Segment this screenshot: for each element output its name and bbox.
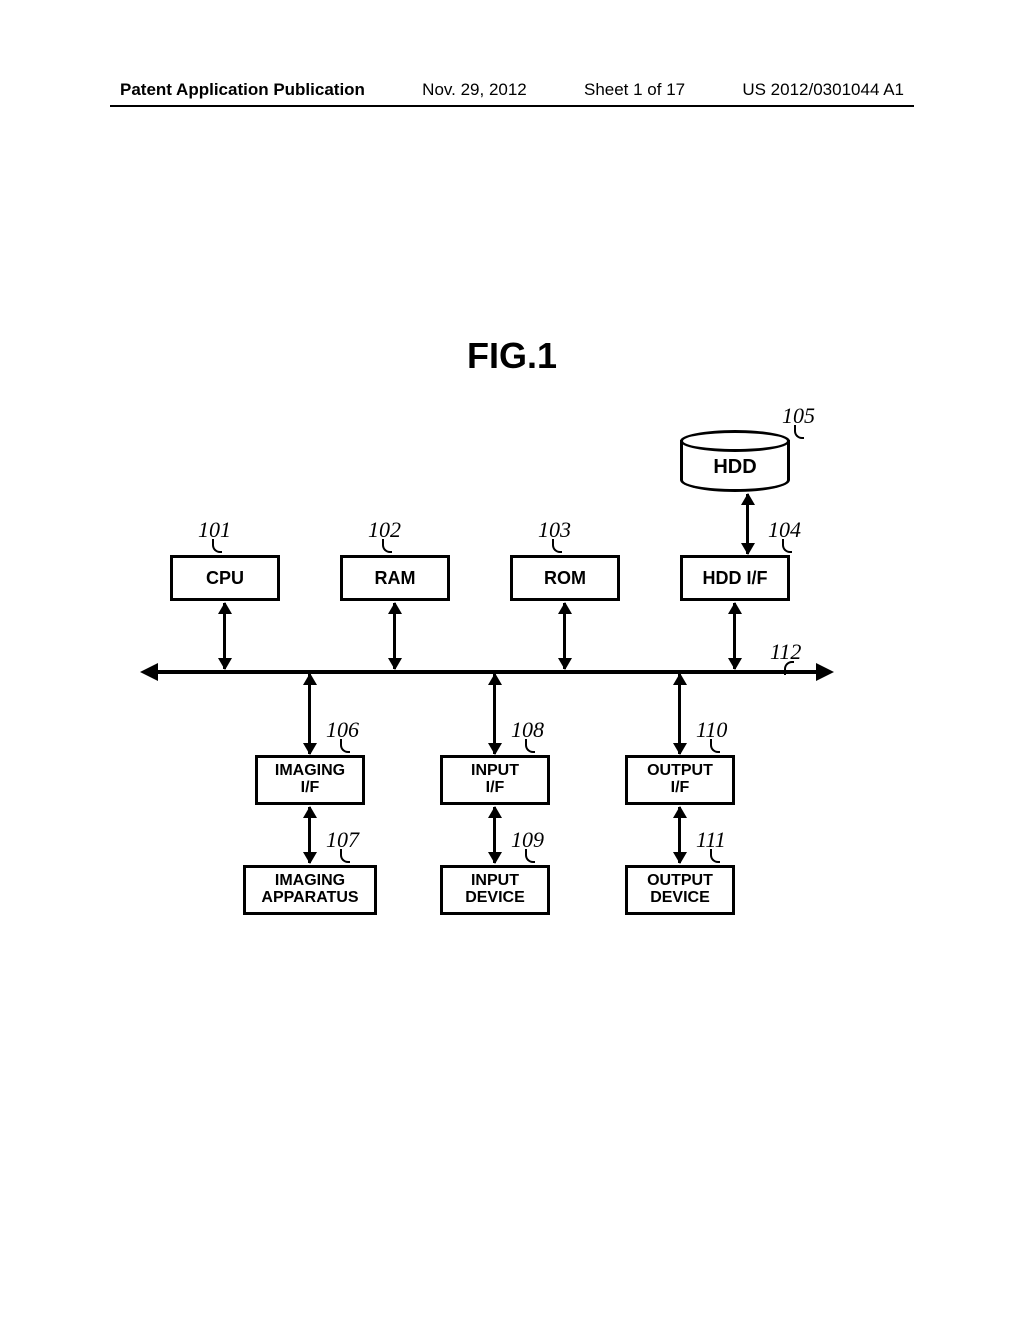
tick-104 [782,539,792,553]
imaging-apparatus-block: IMAGING APPARATUS [243,865,377,915]
hdd-top-ellipse [680,430,790,452]
conn-hdd-hddif [746,494,749,554]
page-header: Patent Application Publication Nov. 29, … [0,80,1024,100]
publication-number: US 2012/0301044 A1 [742,80,904,100]
header-rule [110,105,914,107]
tick-108 [525,739,535,753]
hdd-block: HDD [680,430,790,492]
imaging-apparatus-label: IMAGING APPARATUS [261,873,358,907]
conn-cpu-bus [223,603,226,669]
rom-label: ROM [544,569,586,588]
tick-101 [212,539,222,553]
arrow-down-icon [741,543,755,555]
conn-bus-imgif [308,674,311,754]
input-if-block: INPUT I/F [440,755,550,805]
input-device-label: INPUT DEVICE [465,873,525,907]
ref-112: 112 [770,639,801,665]
conn-imgif-imgapp [308,807,311,863]
tick-102 [382,539,392,553]
imaging-if-label: IMAGING I/F [275,763,345,797]
bus-arrow-left-icon [140,663,158,681]
bus-arrow-right-icon [816,663,834,681]
ram-block: RAM [340,555,450,601]
tick-112 [784,661,794,675]
conn-bus-outif [678,674,681,754]
output-if-label: OUTPUT I/F [647,763,713,797]
sheet-number: Sheet 1 of 17 [584,80,685,100]
rom-block: ROM [510,555,620,601]
ram-label: RAM [375,569,416,588]
hddif-block: HDD I/F [680,555,790,601]
cpu-label: CPU [206,569,244,588]
conn-rom-bus [563,603,566,669]
conn-hddif-bus [733,603,736,669]
tick-110 [710,739,720,753]
imaging-if-block: IMAGING I/F [255,755,365,805]
output-device-block: OUTPUT DEVICE [625,865,735,915]
hddif-label: HDD I/F [703,569,768,588]
tick-105 [794,425,804,439]
tick-103 [552,539,562,553]
cpu-block: CPU [170,555,280,601]
conn-bus-inif [493,674,496,754]
tick-106 [340,739,350,753]
conn-inif-indev [493,807,496,863]
input-device-block: INPUT DEVICE [440,865,550,915]
tick-111 [710,849,720,863]
output-if-block: OUTPUT I/F [625,755,735,805]
page: Patent Application Publication Nov. 29, … [0,0,1024,1320]
input-if-label: INPUT I/F [471,763,519,797]
figure-title: FIG.1 [0,335,1024,377]
block-diagram: HDD 105 CPU 101 RAM 102 ROM 103 HDD I/F … [150,395,874,955]
conn-ram-bus [393,603,396,669]
arrow-up-icon [741,493,755,505]
tick-109 [525,849,535,863]
output-device-label: OUTPUT DEVICE [647,873,713,907]
publication-label: Patent Application Publication [120,80,365,100]
conn-outif-outdev [678,807,681,863]
tick-107 [340,849,350,863]
publication-date: Nov. 29, 2012 [422,80,527,100]
